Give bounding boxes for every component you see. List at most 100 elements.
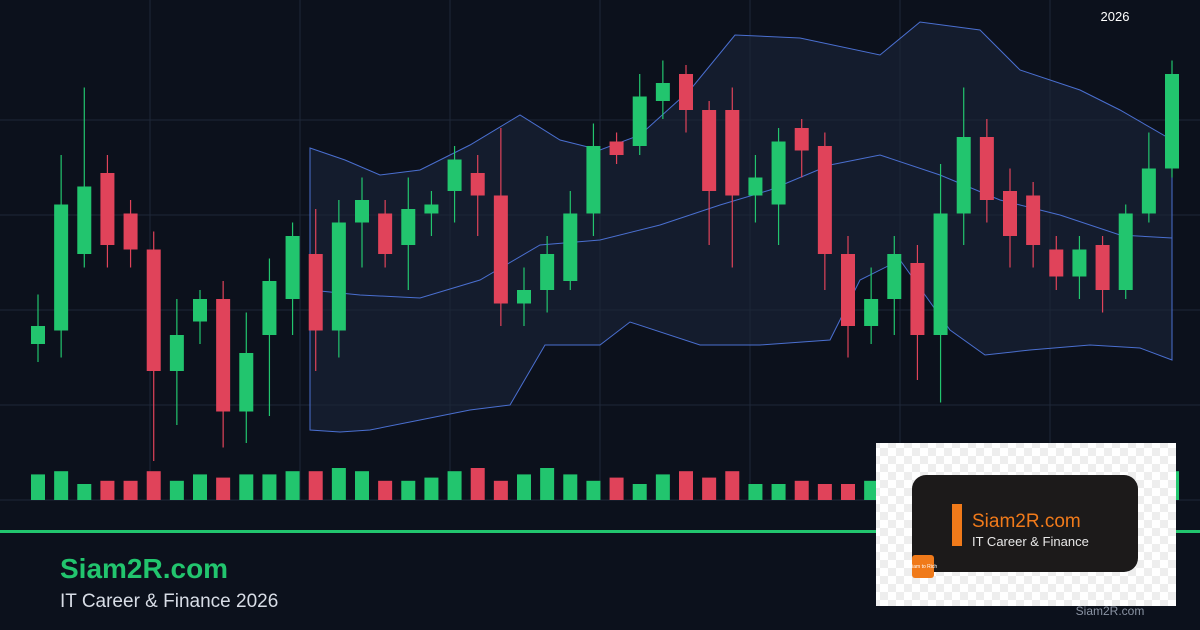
volume-bar bbox=[424, 477, 439, 500]
card-logo bbox=[912, 555, 934, 578]
volume-bar bbox=[586, 480, 601, 500]
candle-body bbox=[1072, 249, 1087, 277]
volume-bar bbox=[331, 468, 346, 500]
volume-bar bbox=[771, 484, 786, 500]
volume-bar bbox=[123, 480, 138, 500]
candle-body bbox=[470, 173, 485, 196]
candle-body bbox=[609, 141, 624, 155]
volume-bar bbox=[609, 477, 624, 500]
candle-body bbox=[77, 186, 92, 254]
candle-body bbox=[956, 137, 971, 214]
candle-body bbox=[563, 213, 578, 281]
volume-bar bbox=[216, 477, 231, 500]
bollinger-band bbox=[309, 21, 1173, 433]
candle-body bbox=[655, 83, 670, 101]
volume-bar bbox=[262, 474, 277, 500]
volume-bar bbox=[702, 477, 717, 500]
volume-bar bbox=[169, 480, 184, 500]
candle-body bbox=[123, 213, 138, 250]
watermark: Siam2R.com bbox=[1076, 604, 1145, 618]
candle-body bbox=[1141, 168, 1156, 214]
candle-body bbox=[262, 281, 277, 335]
candle-body bbox=[1118, 213, 1133, 290]
candle-body bbox=[771, 141, 786, 205]
candle-body bbox=[887, 254, 902, 299]
candle-body bbox=[285, 236, 300, 299]
brand-tagline: IT Career & Finance 2026 bbox=[60, 591, 278, 612]
candle-body bbox=[169, 335, 184, 371]
logo-card: Siam2R.com IT Career & Finance Siam to R… bbox=[876, 443, 1176, 606]
candle-body bbox=[979, 137, 994, 200]
candle-body bbox=[1095, 245, 1110, 290]
candle-body bbox=[424, 204, 439, 214]
volume-bar bbox=[308, 471, 323, 500]
candle-body bbox=[31, 326, 45, 344]
volume-bar bbox=[193, 474, 207, 500]
volume-bar bbox=[355, 471, 369, 500]
volume-bar bbox=[378, 480, 393, 500]
volume-bar bbox=[54, 471, 69, 500]
candle-body bbox=[193, 299, 207, 322]
volume-bar bbox=[794, 480, 809, 500]
divider bbox=[0, 530, 1200, 533]
volume-bar bbox=[817, 484, 832, 500]
volume-bar bbox=[540, 468, 555, 500]
card bbox=[912, 475, 1138, 572]
volume-bar bbox=[841, 484, 855, 500]
volume-bar bbox=[563, 474, 578, 500]
candle-body bbox=[401, 209, 416, 245]
candle-body bbox=[748, 177, 763, 196]
year-label: 2026 bbox=[1101, 9, 1130, 24]
volume-bar bbox=[864, 480, 879, 500]
candle-body bbox=[540, 254, 555, 290]
volume-bar bbox=[447, 471, 462, 500]
volume-bar bbox=[285, 471, 300, 500]
candle-body bbox=[355, 200, 369, 223]
candle-body bbox=[239, 353, 254, 412]
volume-bar bbox=[493, 480, 508, 500]
candle-body bbox=[933, 213, 948, 335]
volume-bar bbox=[77, 484, 92, 500]
volume-bar bbox=[239, 474, 254, 500]
volume-bar bbox=[748, 484, 763, 500]
candle-body bbox=[679, 74, 693, 110]
volume-bar bbox=[725, 471, 740, 500]
brand-name: Siam2R.com bbox=[60, 553, 228, 584]
candle-body bbox=[54, 204, 69, 331]
candle-body bbox=[1003, 191, 1017, 236]
candle-body bbox=[841, 254, 855, 326]
card-tagline: IT Career & Finance bbox=[972, 534, 1089, 549]
candle-body bbox=[702, 110, 717, 191]
candle-body bbox=[146, 249, 161, 371]
candle-body bbox=[216, 299, 231, 412]
candle-body bbox=[1165, 74, 1179, 169]
candle-body bbox=[586, 146, 601, 214]
candle-body bbox=[910, 263, 925, 335]
volume-bar bbox=[679, 471, 693, 500]
candle-body bbox=[493, 195, 508, 304]
card-name: Siam2R.com bbox=[972, 511, 1081, 532]
volume-bar bbox=[146, 471, 161, 500]
volume-bar bbox=[632, 484, 647, 500]
candle-body bbox=[864, 299, 879, 326]
card-accent bbox=[952, 504, 962, 546]
candle-body bbox=[794, 128, 809, 151]
candle-body bbox=[447, 159, 462, 191]
candle-body bbox=[100, 173, 115, 245]
candle-body bbox=[632, 96, 647, 146]
candle-body bbox=[1026, 195, 1041, 245]
candle-body bbox=[817, 146, 832, 254]
volume-bar bbox=[100, 480, 115, 500]
volume-bar bbox=[31, 474, 45, 500]
candle-body bbox=[725, 110, 740, 196]
candle-body bbox=[378, 213, 393, 254]
volume-bar bbox=[517, 474, 531, 500]
card-logo-text: Siam to Rich bbox=[909, 564, 938, 570]
candle-body bbox=[517, 290, 531, 304]
volume-bar bbox=[470, 468, 485, 500]
candle-body bbox=[308, 254, 323, 331]
candle-body bbox=[1049, 249, 1064, 277]
volume-bar bbox=[655, 474, 670, 500]
